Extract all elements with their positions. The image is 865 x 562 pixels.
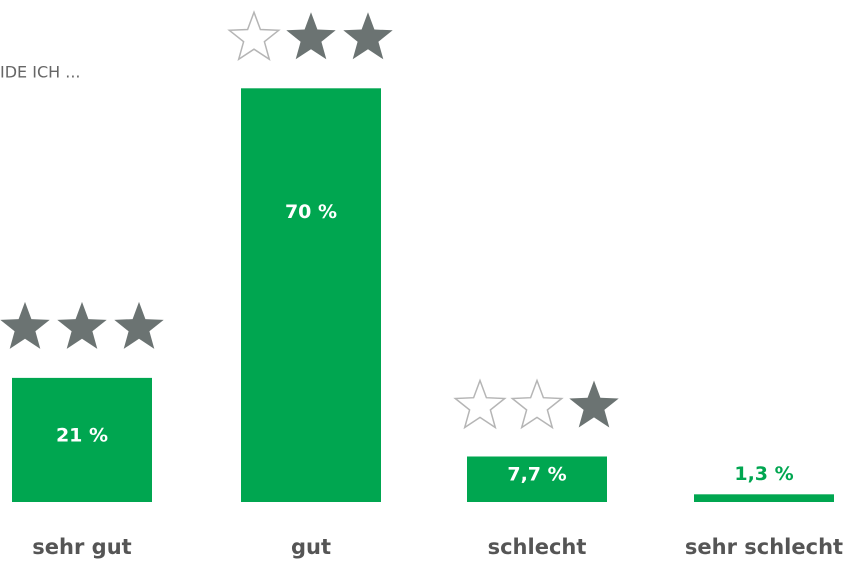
star-filled xyxy=(343,12,393,60)
star-outline xyxy=(227,10,281,62)
star-outline xyxy=(453,378,507,430)
star-rating xyxy=(0,301,164,349)
bar xyxy=(694,494,834,502)
bar xyxy=(241,88,381,503)
x-tick-label: schlecht xyxy=(488,535,587,559)
star-filled xyxy=(57,301,107,349)
bar xyxy=(467,456,607,502)
star-rating xyxy=(227,10,393,62)
x-tick-label: gut xyxy=(291,535,331,559)
star-rating xyxy=(453,378,619,430)
star-filled xyxy=(286,12,336,60)
value-label: 7,7 % xyxy=(507,464,566,486)
star-filled xyxy=(114,301,164,349)
star-filled xyxy=(0,301,50,349)
star-outline xyxy=(510,378,564,430)
value-label: 1,3 % xyxy=(734,463,793,485)
x-tick-label: sehr schlecht xyxy=(685,535,843,559)
chart-title: IDE ICH ... xyxy=(0,63,81,82)
x-tick-label: sehr gut xyxy=(32,535,131,559)
bar xyxy=(12,377,152,502)
value-label: 21 % xyxy=(56,424,108,446)
value-label: 70 % xyxy=(285,201,337,223)
star-filled xyxy=(569,380,619,428)
